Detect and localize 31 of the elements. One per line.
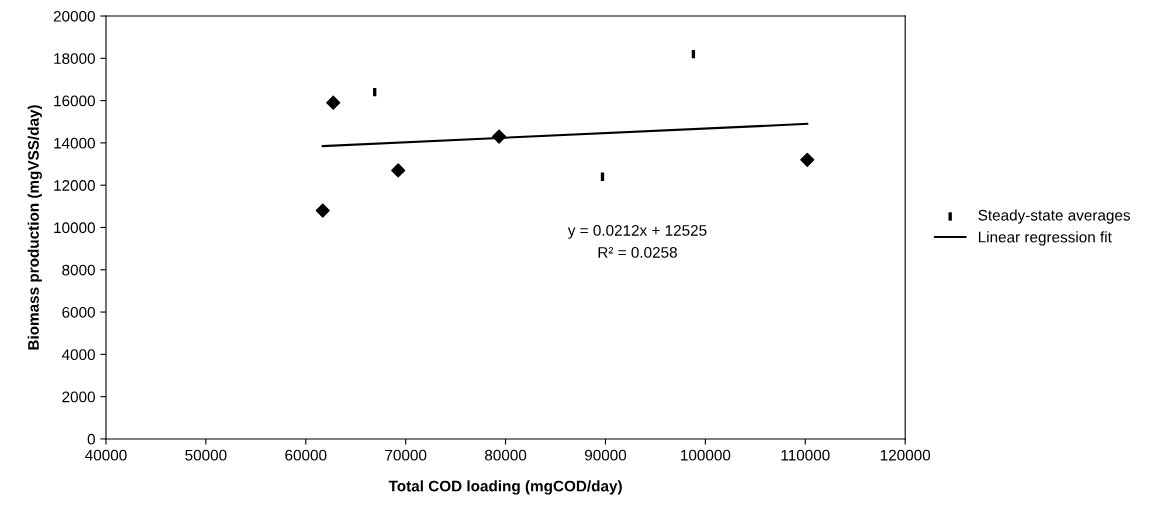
- y-tick-label: 10000: [54, 222, 95, 234]
- y-tick-label: 8000: [62, 264, 95, 276]
- y-tick-label: 2000: [62, 391, 95, 403]
- point: [391, 163, 406, 178]
- legend-label: Linear regression fit: [978, 231, 1112, 246]
- point: [492, 129, 507, 144]
- x-tick-label: 40000: [85, 449, 127, 461]
- point: [315, 203, 330, 218]
- x-tick-label: 110000: [781, 449, 830, 461]
- x-tick-label: 120000: [880, 449, 931, 461]
- y-tick-label: 12000: [54, 180, 95, 191]
- y-tick-label: 16000: [54, 95, 95, 107]
- legend-label: Steady-state averages: [978, 209, 1131, 224]
- y-tick-label: 18000: [54, 53, 95, 64]
- annotation: y = 0.0212x + 12525: [567, 224, 707, 239]
- point: [326, 95, 341, 110]
- x-tick-label: 100000: [681, 449, 731, 461]
- y-tick-label: 0: [87, 433, 95, 445]
- y-tick-label: 20000: [53, 10, 95, 22]
- x-tick-label: 90000: [584, 449, 627, 461]
- x-tick-label: 50000: [185, 449, 227, 461]
- y-tick-label: 14000: [54, 137, 95, 149]
- x-tick-label: 60000: [285, 449, 327, 461]
- annotation: R² = 0.0258: [598, 246, 677, 258]
- x-tick-label: 80000: [485, 449, 527, 461]
- y-tick-label: 4000: [61, 349, 95, 361]
- x-axis-title: Total COD loading (mgCOD/day): [388, 480, 622, 495]
- y-axis-title: Biomass production (mgVSS/day): [27, 105, 42, 350]
- point: [800, 152, 815, 167]
- y-tick-label: 6000: [62, 306, 95, 318]
- x-tick-label: 70000: [385, 449, 427, 461]
